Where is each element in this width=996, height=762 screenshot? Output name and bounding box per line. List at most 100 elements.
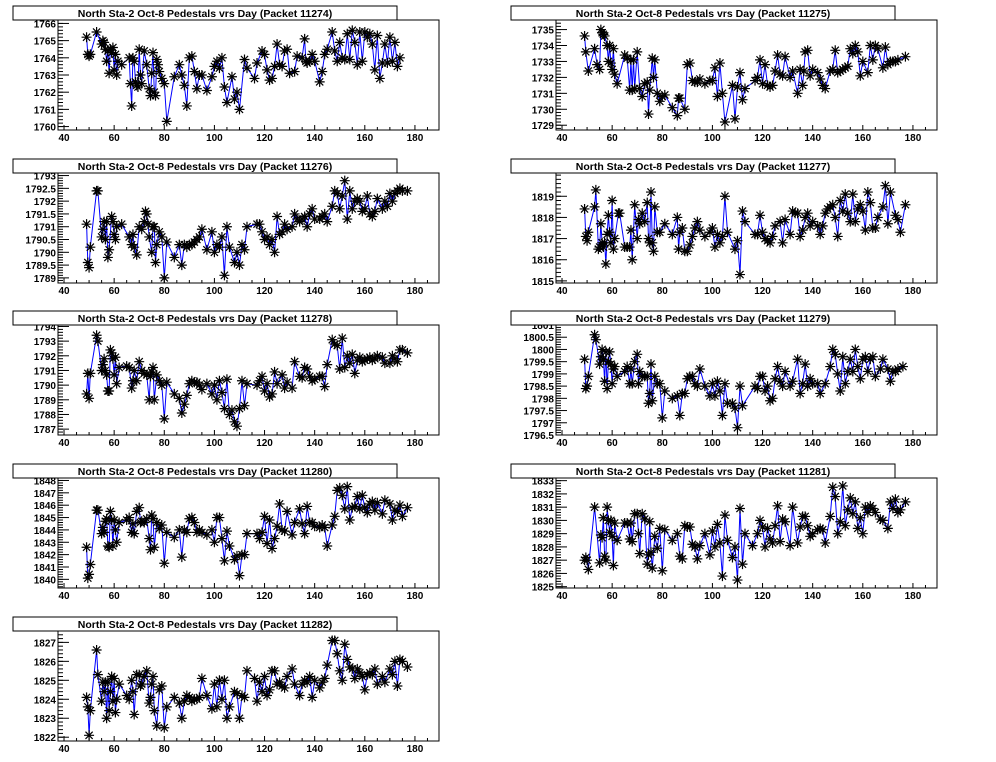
y-tick-label: 1832 bbox=[532, 490, 555, 501]
data-point bbox=[379, 495, 390, 506]
data-point bbox=[224, 701, 235, 712]
data-point bbox=[104, 244, 115, 255]
data-point bbox=[369, 505, 380, 516]
data-point bbox=[297, 372, 308, 383]
data-point bbox=[704, 227, 715, 238]
data-point bbox=[134, 356, 145, 367]
data-point bbox=[124, 694, 135, 705]
x-tick-label: 120 bbox=[256, 286, 273, 297]
y-tick-label: 1797.5 bbox=[523, 407, 554, 418]
data-point bbox=[252, 528, 263, 539]
data-point bbox=[770, 220, 781, 231]
data-point bbox=[219, 270, 230, 281]
data-point bbox=[92, 669, 103, 680]
plot-content: 40 60 80 100 120 140 160 180 1822 1823 1824 1825 182… bbox=[34, 630, 440, 755]
data-point bbox=[181, 100, 192, 111]
x-tick-label: 160 bbox=[356, 438, 373, 449]
data-point bbox=[593, 244, 604, 255]
data-point bbox=[632, 46, 643, 57]
data-point bbox=[634, 366, 645, 377]
data-point bbox=[129, 242, 140, 253]
data-point bbox=[209, 247, 220, 258]
data-point bbox=[692, 216, 703, 227]
data-point bbox=[104, 68, 115, 79]
data-point bbox=[842, 208, 853, 219]
x-tick-label: 100 bbox=[206, 744, 223, 755]
x-tick-label: 40 bbox=[58, 286, 70, 297]
data-point bbox=[357, 671, 368, 682]
data-point bbox=[111, 694, 122, 705]
data-point bbox=[334, 364, 345, 374]
data-point bbox=[327, 519, 338, 530]
x-tick-label: 120 bbox=[754, 591, 771, 602]
x-tick-label: 80 bbox=[657, 286, 669, 297]
data-point bbox=[890, 494, 901, 505]
data-point bbox=[835, 516, 846, 527]
data-point bbox=[241, 221, 252, 232]
data-point bbox=[322, 359, 333, 370]
data-point bbox=[649, 201, 660, 212]
data-point bbox=[797, 80, 808, 91]
x-tick-label: 140 bbox=[804, 591, 821, 602]
data-point bbox=[156, 73, 167, 84]
data-point bbox=[339, 54, 350, 65]
data-point bbox=[150, 90, 161, 101]
data-point bbox=[102, 677, 113, 688]
data-point bbox=[169, 692, 180, 703]
data-point bbox=[372, 350, 383, 361]
data-point bbox=[677, 553, 688, 564]
data-point bbox=[104, 386, 115, 396]
data-point bbox=[136, 679, 147, 690]
data-point bbox=[141, 59, 152, 70]
data-point bbox=[402, 502, 413, 513]
data-point bbox=[176, 260, 187, 271]
data-point bbox=[279, 526, 290, 537]
data-point bbox=[672, 212, 683, 223]
data-point bbox=[121, 361, 132, 372]
data-point bbox=[176, 408, 187, 418]
x-tick-label: 180 bbox=[407, 591, 424, 602]
data-point bbox=[583, 227, 594, 238]
data-point bbox=[627, 85, 638, 96]
x-tick-label: 120 bbox=[256, 744, 273, 755]
y-tick-label: 1797 bbox=[532, 419, 555, 430]
data-point bbox=[719, 117, 730, 128]
data-point bbox=[154, 66, 165, 77]
data-point bbox=[116, 59, 127, 70]
data-point bbox=[104, 542, 115, 553]
data-point bbox=[855, 70, 866, 81]
data-point bbox=[179, 80, 190, 91]
data-point bbox=[214, 63, 225, 74]
x-tick-label: 40 bbox=[556, 438, 568, 449]
data-point bbox=[130, 76, 141, 87]
y-tick-label: 1730 bbox=[532, 105, 555, 116]
data-point bbox=[654, 523, 665, 534]
x-tick-label: 80 bbox=[159, 438, 171, 449]
data-point bbox=[189, 66, 200, 77]
data-point bbox=[161, 237, 172, 248]
data-point bbox=[134, 502, 145, 513]
data-point bbox=[126, 100, 137, 111]
data-point bbox=[677, 223, 688, 233]
data-point bbox=[272, 521, 283, 532]
data-point bbox=[598, 354, 609, 365]
data-point bbox=[580, 552, 591, 563]
y-tick-label: 1829 bbox=[532, 530, 555, 541]
data-point bbox=[239, 549, 250, 560]
data-point bbox=[169, 71, 180, 82]
data-point bbox=[402, 185, 413, 196]
data-point bbox=[722, 398, 733, 409]
data-point bbox=[719, 510, 730, 521]
data-point bbox=[600, 258, 611, 269]
data-point bbox=[643, 233, 654, 244]
y-tick-label: 1828 bbox=[532, 543, 555, 554]
data-point bbox=[216, 387, 227, 398]
chart-title: North Sta-2 Oct-8 Pedestals vrs Day (Pac… bbox=[576, 161, 830, 173]
data-point bbox=[709, 390, 720, 401]
data-point bbox=[85, 49, 96, 60]
x-tick-label: 180 bbox=[905, 438, 922, 449]
data-point bbox=[252, 57, 263, 68]
data-point bbox=[272, 211, 283, 222]
x-tick-label: 180 bbox=[407, 744, 424, 755]
data-point bbox=[299, 362, 310, 373]
